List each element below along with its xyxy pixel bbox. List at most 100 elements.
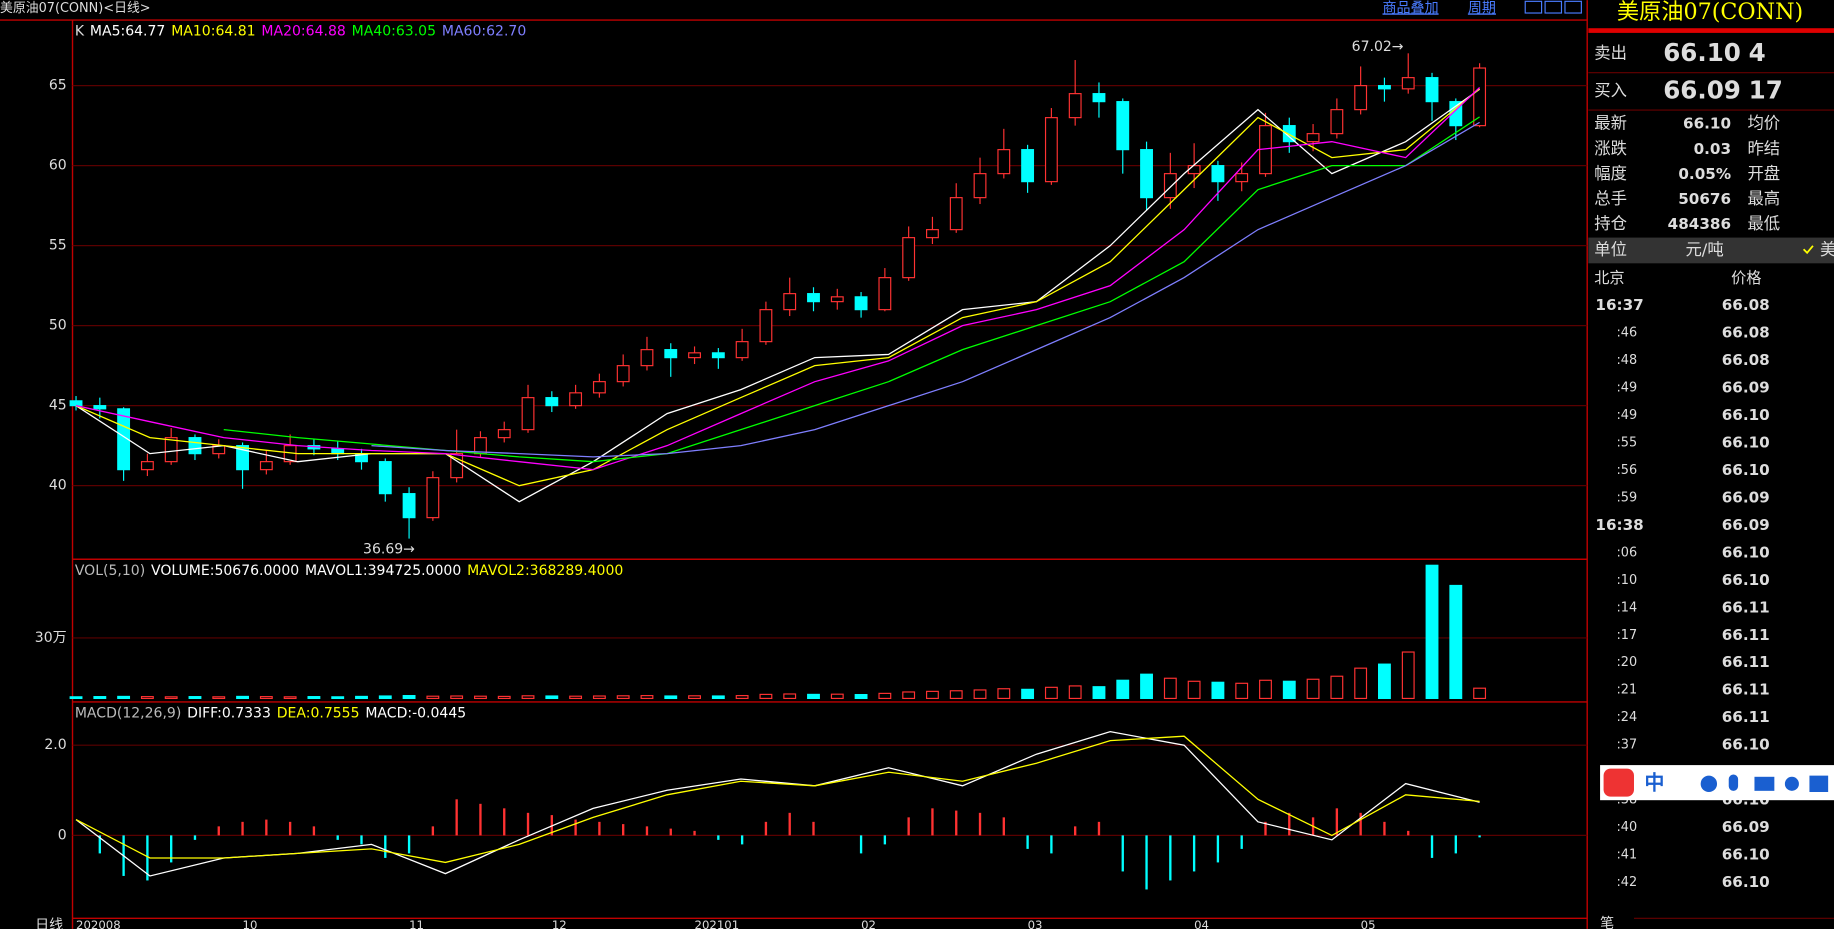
legend: MACD(12,26,9) DIFF:0.7333 DEA:0.7555 MACD:-… (75, 706, 466, 722)
period-label: 日线 (35, 917, 63, 929)
volume-bar (997, 688, 1011, 700)
candle-body (807, 293, 820, 303)
x-tick-label: 02 (861, 918, 876, 929)
volume-bar (331, 696, 345, 700)
tick-time: :06 (1616, 545, 1637, 560)
candle-body (735, 341, 749, 359)
market-label: 美 (1820, 240, 1834, 259)
candle-body (1425, 77, 1439, 103)
candle-body (331, 448, 345, 455)
legend: VOL(5,10) VOLUME:50676.0000 MAVOL1:394725.… (75, 563, 623, 579)
x-tick-label: 12 (552, 918, 567, 929)
volume-bar (1187, 680, 1201, 700)
volume-bar (1378, 663, 1391, 700)
ma-line (75, 87, 1481, 471)
candle-body (1378, 85, 1391, 90)
candle-body (592, 381, 606, 394)
volume-bar (212, 696, 226, 700)
legend-item: MACD:-0.0445 (365, 706, 466, 722)
legend-item: MA20:64.88 (261, 24, 345, 40)
tick-time: :17 (1616, 628, 1637, 643)
legend-item: MA40:63.05 (352, 24, 436, 40)
volume-bar (236, 695, 249, 700)
volume-bar (1140, 673, 1153, 700)
tick-price: 66.10 (1722, 461, 1770, 479)
y-tick-label: 30万 (35, 630, 67, 646)
instrument-name: 美原油07(CONN) (1617, 0, 1803, 25)
volume-bar (69, 696, 83, 700)
quote-label: 最低 (1747, 214, 1780, 233)
x-tick-label: 10 (243, 918, 258, 929)
candle-body (69, 400, 83, 407)
candle-body (93, 405, 107, 410)
candle-body (569, 392, 583, 407)
volume-bar (450, 695, 464, 700)
candle-body (378, 461, 392, 495)
candle-body (1211, 165, 1225, 183)
y-tick-label: 50 (49, 318, 67, 334)
tick-price: 66.11 (1722, 708, 1770, 726)
candle-body (426, 477, 440, 519)
period-link[interactable]: 周期 (1468, 0, 1496, 16)
ime-logo (1603, 768, 1634, 797)
ime-toolbar[interactable] (1600, 765, 1834, 801)
volume-bar (378, 695, 392, 700)
quote-label: 最高 (1747, 189, 1780, 208)
tick-price: 66.10 (1722, 571, 1770, 589)
candle-body (1473, 67, 1487, 127)
ma-line (371, 121, 1480, 458)
tick-time: :21 (1616, 683, 1637, 698)
volume-bar (1068, 685, 1082, 700)
tick-price: 66.10 (1722, 433, 1770, 451)
y-tick-label: 60 (49, 158, 67, 174)
candle-body (1235, 173, 1249, 183)
tick-time: :55 (1616, 435, 1637, 450)
tick-time: :37 (1616, 738, 1637, 753)
quote-label: 昨结 (1747, 139, 1780, 158)
unit-bar (1588, 237, 1834, 264)
y-tick-label: 0 (58, 827, 67, 843)
tick-time: :42 (1616, 875, 1637, 890)
candle-body (450, 453, 464, 479)
panel-rule (1588, 28, 1834, 33)
volume-bar (1211, 681, 1225, 700)
candle-body (830, 296, 844, 303)
overlay-link[interactable]: 商品叠加 (1383, 0, 1439, 16)
tick-price: 66.08 (1722, 296, 1770, 314)
tick-time: :40 (1616, 820, 1637, 835)
volume-bar (188, 696, 202, 700)
order-qty: 4 (1749, 38, 1766, 67)
volume-bar (1473, 687, 1487, 700)
candle-body (188, 437, 202, 455)
candle-body (497, 429, 511, 439)
volume-bar (1021, 688, 1035, 700)
x-tick-label: 05 (1361, 918, 1376, 929)
tick-price: 66.10 (1722, 406, 1770, 424)
candle-body (926, 229, 939, 239)
volume-bar (1330, 675, 1344, 700)
tick-time: :24 (1616, 710, 1637, 725)
candle-body (902, 237, 916, 279)
window-buttons[interactable] (1524, 0, 1582, 14)
tick-time: :41 (1616, 848, 1637, 863)
quote-label: 开盘 (1747, 164, 1780, 183)
candle-body (949, 197, 963, 231)
volume-bar (1401, 651, 1415, 700)
tick-time: :49 (1616, 380, 1637, 395)
tick-time: 16:38 (1595, 516, 1643, 534)
legend-item: DIFF:0.7333 (187, 706, 271, 722)
ime-icons[interactable] (1700, 774, 1829, 792)
ime-mode[interactable]: 中 (1645, 771, 1665, 794)
tick-time: :59 (1616, 490, 1637, 505)
quote-value: 484386 (1668, 215, 1731, 233)
candle-body (973, 173, 987, 199)
tick-price: 66.08 (1722, 323, 1770, 341)
legend: K MA5:64.77 MA10:64.81 MA20:64.88 MA40:63.05… (75, 24, 526, 40)
tick-price: 66.10 (1722, 873, 1770, 891)
candle-body (664, 349, 678, 359)
tick-price: 66.09 (1722, 488, 1770, 506)
candle-body (783, 293, 797, 311)
volume-bar (521, 695, 535, 700)
tick-price: 66.11 (1722, 626, 1770, 644)
